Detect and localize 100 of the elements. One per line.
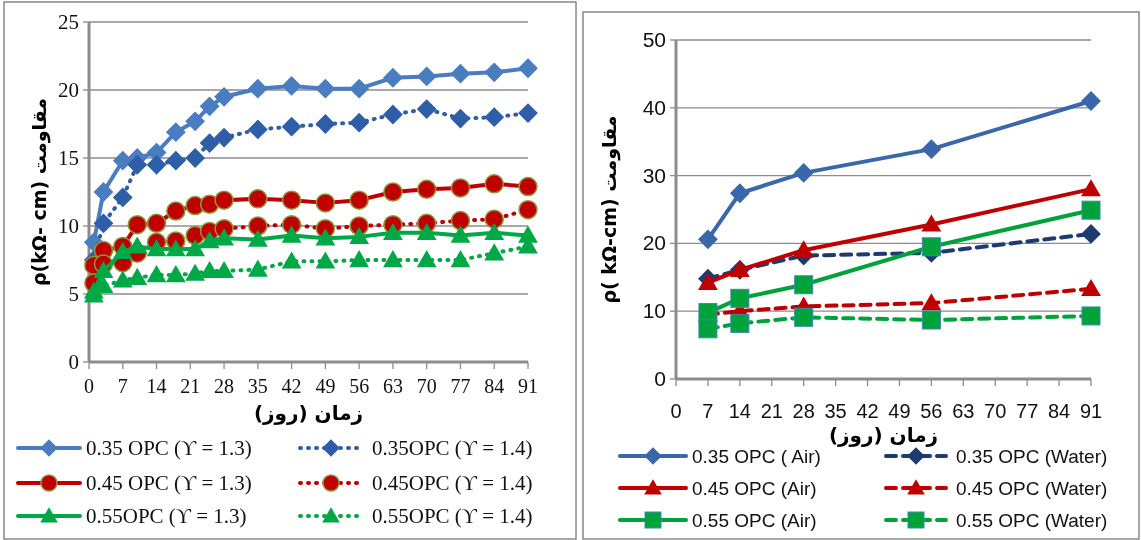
point [165,122,186,143]
y-axis-title: ρ(kΩ- cm) مقاومت [28,97,51,287]
point [484,107,505,128]
legend-label: 0.35 OPC ( Air) [692,446,821,467]
legend-label: 0.45OPC (ϒ = 1.4) [372,471,533,495]
legend-label: 0.55 OPC (Air) [692,510,817,531]
point [127,214,147,235]
point [450,210,471,231]
legend-label: 0.35 OPC (ϒ = 1.3) [86,436,252,460]
point [730,313,750,333]
point [127,267,148,285]
point [247,78,268,99]
x-tick-label: 77 [450,375,471,397]
point [185,111,206,132]
x-tick-label: 56 [349,375,370,397]
point [518,199,538,220]
point [112,150,133,171]
point [794,275,814,295]
point [794,307,814,327]
x-tick-label: 7 [117,375,128,397]
point [921,139,942,160]
point [93,182,114,202]
point [199,96,220,117]
point [1081,91,1101,111]
point [199,260,220,279]
y-tick-label: 5 [68,282,79,306]
point [518,176,538,197]
legend-label: 0.45 OPC (Water) [956,478,1108,499]
point [698,319,718,339]
point [1081,179,1101,197]
point [383,250,403,268]
point [383,67,403,88]
point [247,119,268,140]
legend-label: 0.45 OPC (Air) [692,478,817,499]
y-tick-label: 20 [58,78,79,102]
point [518,103,538,124]
point [349,112,370,133]
point [450,108,471,129]
point [1081,224,1101,244]
x-tick-label: 7 [702,400,714,422]
x-tick-label: 28 [792,400,815,422]
point [349,250,370,268]
legend-label: 0.35OPC (ϒ = 1.4) [372,436,533,460]
point [484,243,505,261]
point [315,193,336,213]
point [1081,200,1101,220]
x-tick-label: 35 [824,400,847,422]
point [199,133,220,153]
point [248,189,268,209]
point [127,236,148,254]
x-tick-label: 14 [146,375,167,397]
point [921,310,941,330]
x-tick-label: 0 [670,400,682,422]
x-tick-label: 84 [484,375,505,397]
point [450,250,471,268]
point [214,260,234,279]
y-tick-label: 40 [642,95,666,119]
point [450,225,471,243]
point [112,187,133,208]
x-tick-label: 49 [315,375,336,397]
point [93,213,114,234]
point [165,265,186,283]
point [165,150,186,171]
point [146,154,167,175]
point [185,148,206,168]
point [166,201,186,221]
point [281,251,302,269]
x-tick-label: 42 [281,375,302,397]
point [793,240,814,258]
point [281,190,302,210]
point [281,225,302,243]
point [281,116,302,137]
legend-label: 0.55OPC (ϒ = 1.4) [372,504,533,528]
point [349,226,370,245]
point [921,293,942,311]
point [698,229,718,250]
point [146,239,167,257]
point [450,63,471,84]
x-tick-label: 56 [920,400,943,422]
point [518,58,538,79]
point [450,178,471,198]
point [315,78,336,99]
point [416,66,437,87]
point [112,241,133,260]
point [112,270,133,288]
x-tick-label: 91 [1079,400,1103,422]
x-tick-label: 70 [984,400,1007,422]
point [793,162,814,183]
point [349,190,369,210]
x-tick-label: 21 [760,400,783,422]
point [281,76,302,96]
y-tick-label: 0 [68,350,79,374]
x-tick-label: 35 [247,375,268,397]
point [383,222,403,240]
y-tick-label: 30 [642,163,666,187]
point [315,251,336,269]
point [315,228,336,246]
point [484,174,504,194]
x-tick-label: 70 [416,375,437,397]
point [1081,278,1101,297]
